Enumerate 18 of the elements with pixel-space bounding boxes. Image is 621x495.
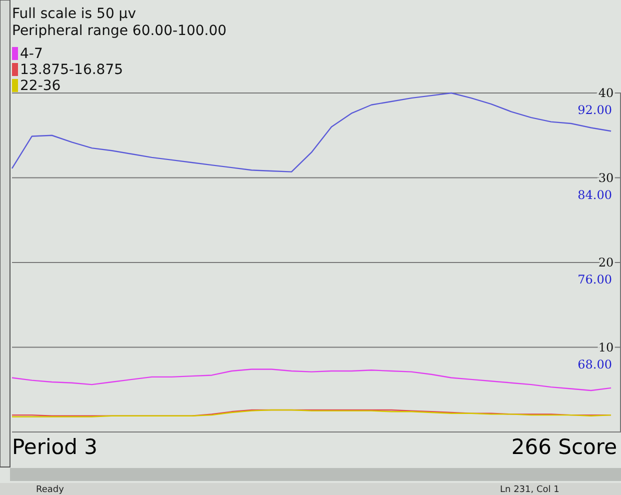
y-tick-label: 40 [598,86,614,100]
legend-label: 13.875-16.875 [20,62,124,78]
text: Ln 231, Col 1 [500,485,560,495]
line-series [11,368,612,392]
y-tick-label: 10 [598,340,614,354]
annotation: 76.00 [578,272,612,286]
legend-label: 4-7 [20,46,43,62]
y-tick-label: 30 [598,170,614,185]
text: 266 Score [511,435,617,459]
annotation: 84.00 [578,188,612,202]
text: Period 3 [12,435,98,459]
text: Ready [36,485,65,495]
chart-title: Full scale is 50 µv [12,6,136,22]
annotation: 68.00 [578,357,612,372]
annotation: 92.00 [578,103,612,117]
legend-label: 22-36 [20,78,61,94]
chart-subtitle: Peripheral range 60.00-100.00 [12,23,227,39]
y-tick-label: 20 [598,256,614,270]
